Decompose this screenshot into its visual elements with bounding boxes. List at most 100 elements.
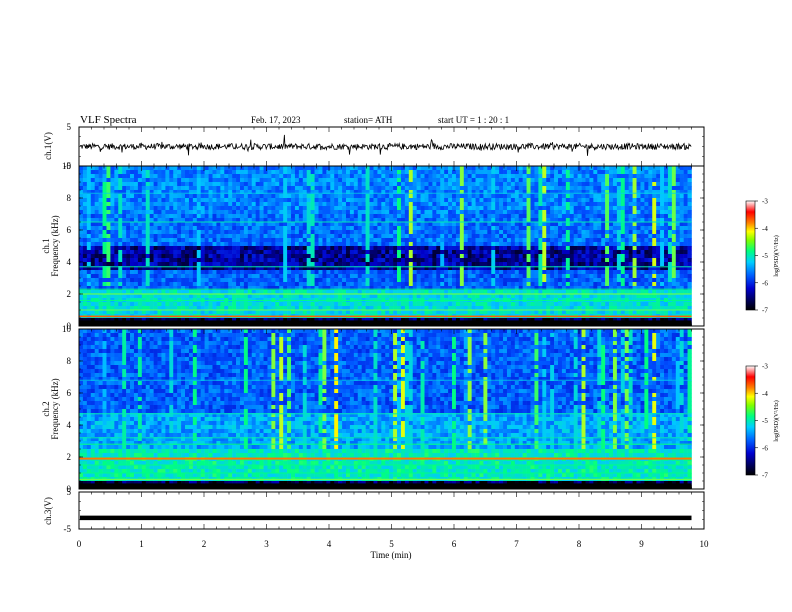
spectrogram-cell <box>126 166 131 171</box>
spectrogram-cell <box>550 218 555 223</box>
spectrogram-cell <box>283 186 288 191</box>
spectrogram-cell <box>452 178 457 183</box>
spectrogram-cell <box>90 210 96 215</box>
spectrogram-cell <box>546 230 551 235</box>
spectrogram-cell <box>542 186 547 191</box>
spectrogram-cell <box>326 210 331 215</box>
spectrogram-cell <box>675 274 681 279</box>
spectrogram-cell <box>546 206 551 211</box>
spectrogram-cell <box>373 282 378 287</box>
spectrogram-cell <box>687 270 692 275</box>
spectrogram-cell <box>400 238 406 243</box>
spectrogram-cell <box>506 166 512 171</box>
spectrogram-cell <box>322 286 327 291</box>
spectrogram-cell <box>130 222 135 227</box>
spectrogram-cell <box>573 274 578 279</box>
spectrogram-cell <box>381 222 386 227</box>
spectrogram-cell <box>589 286 594 291</box>
spectrogram-cell <box>114 290 119 295</box>
spectrogram-cell <box>628 262 633 267</box>
spectrogram-cell <box>161 290 166 295</box>
spectrogram-cell <box>400 282 406 287</box>
spectrogram-cell <box>86 282 92 287</box>
spectrogram-cell <box>585 166 590 171</box>
spectrogram-cell <box>495 206 500 211</box>
spectrogram-cell <box>644 178 649 183</box>
spectrogram-cell <box>369 222 374 227</box>
spectrogram-cell <box>510 198 516 203</box>
spectrogram-cell <box>683 246 688 251</box>
spectrogram-cell <box>338 238 343 243</box>
spectrogram-cell <box>683 230 688 235</box>
spectrogram-cell <box>98 214 103 219</box>
spectrogram-cell <box>471 178 476 183</box>
spectrogram-cell <box>393 278 398 283</box>
spectrogram-cell <box>385 214 390 219</box>
spectrogram-cell <box>589 202 594 207</box>
spectrogram-cell <box>467 282 472 287</box>
spectrogram-cell <box>632 254 637 259</box>
spectrogram-cell <box>90 250 96 255</box>
spectrogram-cell <box>495 182 500 187</box>
spectrogram-cell <box>644 278 649 283</box>
spectrogram-cell <box>212 198 217 203</box>
spectrogram-cell <box>141 218 147 223</box>
spectrogram-cell <box>628 254 633 259</box>
spectrogram-cell <box>314 226 319 231</box>
spectrogram-cell <box>609 266 614 271</box>
spectrogram-cell <box>558 190 563 195</box>
spectrogram-cell <box>397 246 402 251</box>
spectrogram-cell <box>389 242 394 247</box>
spectrogram-cell <box>283 174 288 179</box>
spectrogram-cell <box>287 234 292 239</box>
spectrogram-cell <box>294 250 300 255</box>
spectrogram-cell <box>624 174 629 179</box>
spectrogram-cell <box>153 274 158 279</box>
spectrogram-cell <box>463 182 469 187</box>
spectrogram-cell <box>185 270 190 275</box>
spectrogram-cell <box>279 246 284 251</box>
spectrogram-cell <box>102 166 107 171</box>
spectrogram-cell <box>153 250 158 255</box>
spectrogram-cell <box>569 242 575 247</box>
spectrogram-cell <box>126 266 131 271</box>
spectrogram-cell <box>373 170 378 175</box>
spectrogram-cell <box>177 214 182 219</box>
spectrogram-cell <box>385 238 390 243</box>
spectrogram-cell <box>397 214 402 219</box>
spectrogram-cell <box>558 262 563 267</box>
spectrogram-cell <box>126 274 131 279</box>
spectrogram-cell <box>381 198 386 203</box>
spectrogram-cell <box>550 206 555 211</box>
spectrogram-cell <box>133 222 139 227</box>
spectrogram-cell <box>314 254 319 259</box>
spectrogram-cell <box>616 238 622 243</box>
spectrogram-cell <box>514 266 520 271</box>
spectrogram-cell <box>679 190 684 195</box>
spectrogram-cell <box>126 258 131 263</box>
spectrogram-cell <box>188 178 194 183</box>
spectrogram-cell <box>550 174 555 179</box>
spectrogram-cell <box>459 178 465 183</box>
spectrogram-cell <box>267 230 272 235</box>
spectrogram-cell <box>373 182 378 187</box>
spectrogram-cell <box>271 262 276 267</box>
spectrogram-cell <box>302 214 308 219</box>
spectrogram-cell <box>263 206 268 211</box>
spectrogram-cell <box>683 174 688 179</box>
spectrogram-cell <box>345 174 351 179</box>
spectrogram-cell <box>636 238 641 243</box>
spectrogram-cell <box>495 194 500 199</box>
spectrogram-cell <box>467 278 472 283</box>
spectrogram-cell <box>306 218 311 223</box>
spectrogram-cell <box>208 250 213 255</box>
spectrogram-cell <box>239 182 245 187</box>
spectrogram-cell <box>208 174 213 179</box>
spectrogram-cell <box>644 182 649 187</box>
spectrogram-cell <box>236 206 241 211</box>
spectrogram-cell <box>271 282 276 287</box>
spectrogram-cell <box>518 190 523 195</box>
spectrogram-cell <box>514 226 520 231</box>
spectrogram-cell <box>342 270 347 275</box>
spectrogram-cell <box>424 266 429 271</box>
